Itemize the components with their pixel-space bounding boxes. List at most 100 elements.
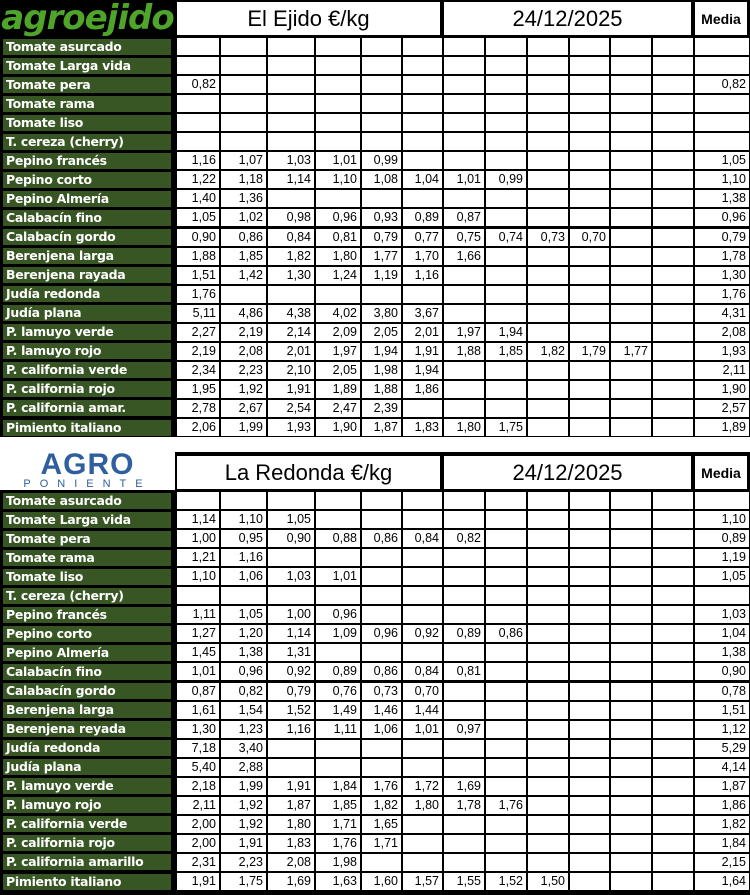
price-cell: 1,14 <box>177 511 219 529</box>
price-cell <box>611 758 651 776</box>
product-label: Judía redonda <box>3 740 171 757</box>
price-cell <box>444 114 484 132</box>
price-cell: 1,06 <box>362 720 401 738</box>
price-cell: 1,01 <box>444 171 484 189</box>
price-cell: 1,95 <box>177 380 219 398</box>
price-cell <box>316 549 360 567</box>
price-cell: 1,03 <box>268 152 314 170</box>
price-cell: 1,44 <box>403 701 442 719</box>
price-cell <box>486 701 526 719</box>
price-cell: 2,01 <box>268 342 314 360</box>
price-cell: 1,83 <box>268 834 314 852</box>
price-cell <box>570 190 609 208</box>
price-cell <box>316 190 360 208</box>
price-cell: 1,05 <box>177 209 219 227</box>
price-cell: 1,01 <box>316 152 360 170</box>
price-cell: 1,80 <box>444 419 484 436</box>
price-cell: 0,95 <box>221 530 266 548</box>
price-cell <box>611 76 651 94</box>
price-cell <box>653 625 693 643</box>
price-cell <box>570 682 609 700</box>
price-cell <box>653 285 693 303</box>
product-label: Judía plana <box>3 305 171 322</box>
price-cell: 2,54 <box>268 399 314 417</box>
price-cell <box>403 834 442 852</box>
price-cell: 1,23 <box>221 720 266 738</box>
date-header: 24/12/2025 <box>444 2 691 35</box>
price-cell: 1,71 <box>316 815 360 833</box>
price-cell <box>403 587 442 605</box>
price-cell <box>362 568 401 586</box>
price-cell <box>486 682 526 700</box>
product-label: Berenjena rayada <box>3 267 171 284</box>
price-cell: 2,19 <box>221 323 266 341</box>
price-cell: 1,19 <box>362 266 401 284</box>
price-cell: 1,08 <box>362 171 401 189</box>
price-cell <box>611 587 651 605</box>
price-cell <box>611 834 651 852</box>
price-cell <box>528 492 568 509</box>
price-cell <box>653 342 693 360</box>
price-cell <box>486 606 526 624</box>
price-cell <box>362 114 401 132</box>
price-cell <box>528 133 568 151</box>
price-cell: 0,73 <box>362 682 401 700</box>
product-label: P. california verde <box>3 362 171 379</box>
price-cell: 1,50 <box>528 873 568 890</box>
price-cell <box>653 549 693 567</box>
product-label: Pepino corto <box>3 625 171 642</box>
product-label: Tomate liso <box>3 114 171 131</box>
price-cell: 0,70 <box>403 682 442 700</box>
price-cell: 0,92 <box>403 625 442 643</box>
price-cell <box>611 873 651 890</box>
price-cell <box>221 114 266 132</box>
price-cell <box>177 38 219 55</box>
price-cell: 1,80 <box>268 815 314 833</box>
price-cell <box>611 853 651 871</box>
price-cell <box>611 266 651 284</box>
price-cell: 1,84 <box>316 777 360 795</box>
price-cell: 2,08 <box>268 853 314 871</box>
price-cell <box>362 95 401 113</box>
price-cell: 1,66 <box>444 247 484 265</box>
price-cell <box>444 587 484 605</box>
price-cell <box>570 663 609 681</box>
price-cell <box>653 530 693 548</box>
media-header: Media <box>695 2 747 35</box>
agroejido-logo: agroejido <box>0 0 175 38</box>
price-cell <box>221 57 266 75</box>
price-cell: 1,09 <box>316 625 360 643</box>
price-cell <box>362 38 401 55</box>
price-cell <box>528 739 568 757</box>
price-cell: 0,75 <box>444 228 484 246</box>
price-cell <box>403 492 442 509</box>
price-cell <box>403 95 442 113</box>
media-cell: 5,29 <box>695 739 749 757</box>
price-cell <box>221 76 266 94</box>
logo-sub-text: PONIENTE <box>23 478 152 490</box>
price-cell: 1,76 <box>177 285 219 303</box>
price-cell <box>570 399 609 417</box>
price-cell: 1,91 <box>221 834 266 852</box>
price-cell: 2,23 <box>221 853 266 871</box>
price-cell: 0,82 <box>177 76 219 94</box>
price-cell <box>177 492 219 509</box>
price-cell <box>528 796 568 814</box>
price-cell <box>403 285 442 303</box>
price-cell <box>570 38 609 55</box>
price-cell: 1,10 <box>177 568 219 586</box>
price-cell <box>486 853 526 871</box>
price-cell <box>570 587 609 605</box>
price-cell <box>486 758 526 776</box>
price-cell <box>268 190 314 208</box>
price-cell <box>528 853 568 871</box>
product-label: P. california rojo <box>3 381 171 398</box>
price-cell <box>653 701 693 719</box>
price-cell <box>653 739 693 757</box>
price-cell <box>653 247 693 265</box>
price-cell <box>221 587 266 605</box>
price-cell <box>268 285 314 303</box>
price-cell <box>444 682 484 700</box>
price-cell: 0,90 <box>268 530 314 548</box>
media-cell: 4,14 <box>695 758 749 776</box>
